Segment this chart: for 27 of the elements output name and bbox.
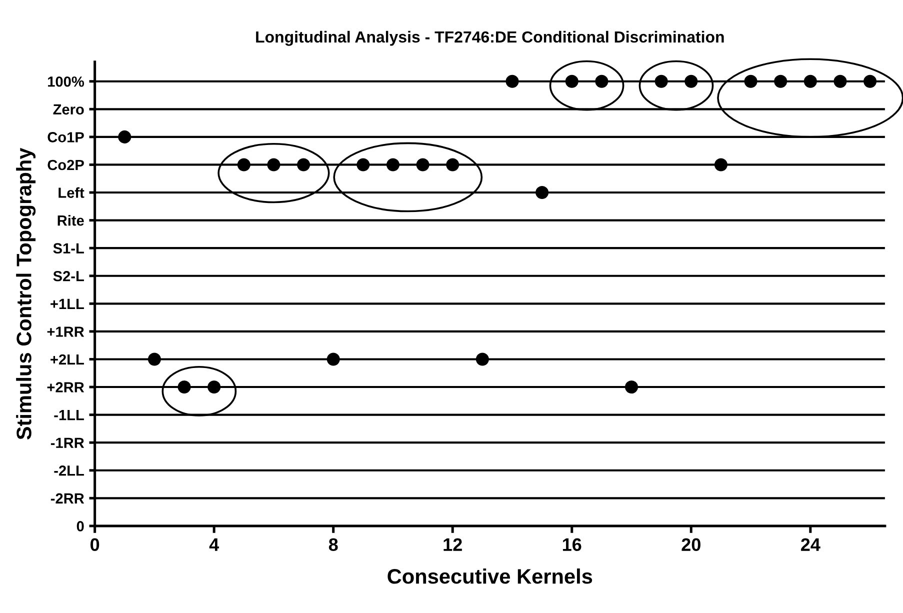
- y-tick-label: -2LL: [54, 465, 84, 476]
- y-tick-label: Zero: [53, 104, 84, 115]
- y-axis-title: Stimulus Control Topography: [16, 148, 36, 440]
- y-tick-label: +2RR: [47, 382, 84, 392]
- y-tick-label: -2RR: [50, 493, 84, 504]
- y-tick-label: Co2P: [48, 160, 84, 170]
- x-tick-label: 24: [800, 538, 820, 551]
- y-tick-label: Left: [58, 187, 84, 198]
- x-tick-label: 16: [562, 538, 582, 552]
- x-tick-label: 20: [682, 538, 700, 552]
- y-tick-label: +2LL: [50, 354, 84, 365]
- y-tick-label: -1RR: [50, 438, 84, 448]
- y-tick-label: S2-L: [53, 270, 84, 282]
- chart-title: Longitudinal Analysis - TF2746:DE Conditional Discrimination: [256, 30, 724, 46]
- x-tick-label: 4: [209, 538, 220, 551]
- x-tick-label: 12: [444, 538, 462, 551]
- x-axis-title: Consecutive Kernels: [388, 568, 592, 584]
- y-tick-label: +1LL: [50, 298, 84, 309]
- y-tick-label: +1RR: [47, 326, 84, 337]
- x-tick-label: 8: [328, 538, 338, 552]
- y-tick-label: Co1P: [48, 132, 84, 142]
- y-tick-label: Rite: [58, 215, 84, 226]
- x-tick-label: 0: [90, 538, 100, 552]
- y-tick-label: -1LL: [54, 410, 84, 420]
- y-tick-label: 100%: [48, 76, 84, 87]
- y-tick-label: 0: [76, 521, 84, 532]
- y-tick-label: S1-L: [53, 243, 84, 254]
